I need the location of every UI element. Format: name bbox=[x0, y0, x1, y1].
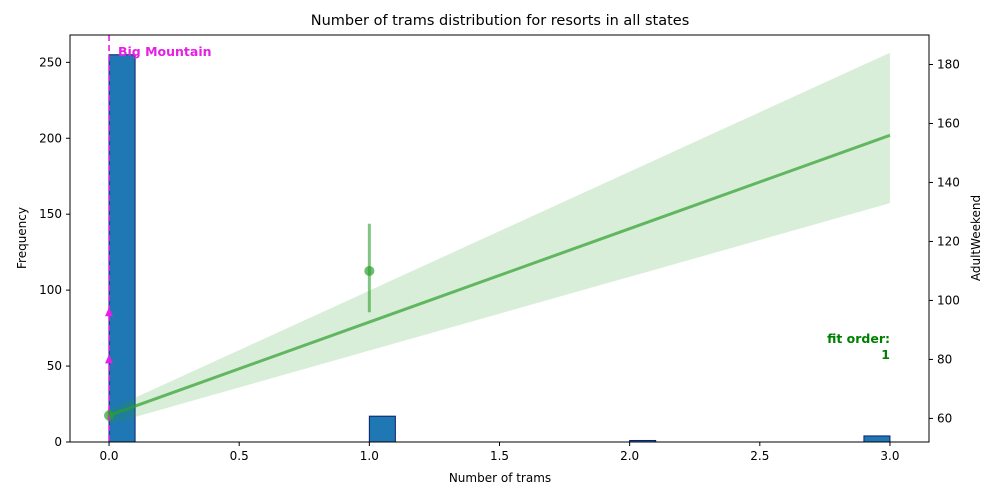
confidence-band bbox=[109, 52, 890, 425]
histogram-bar bbox=[368, 415, 396, 443]
marker-label: Big Mountain bbox=[118, 44, 212, 59]
fit-order-label: fit order: bbox=[827, 331, 890, 346]
y-tick-label: 250 bbox=[39, 55, 62, 69]
y2-axis-label: AdultWeekend bbox=[969, 195, 983, 281]
y2-tick-label: 180 bbox=[937, 57, 960, 71]
regression-line bbox=[108, 133, 891, 417]
x-tick-label: 2.0 bbox=[620, 449, 639, 463]
y2-tick-label: 120 bbox=[937, 234, 960, 248]
x-axis-label: Number of trams bbox=[449, 471, 551, 485]
y-tick-label: 0 bbox=[54, 435, 62, 449]
y2-tick-label: 140 bbox=[937, 175, 960, 189]
x-tick-label: 2.5 bbox=[750, 449, 769, 463]
histogram-bar bbox=[863, 435, 891, 443]
y2-tick-label: 100 bbox=[937, 293, 960, 307]
marker-arrow bbox=[105, 307, 114, 317]
x-tick-label: 1.0 bbox=[360, 449, 379, 463]
y-tick-label: 100 bbox=[39, 283, 62, 297]
y-axis-label: Frequency bbox=[15, 207, 29, 269]
y2-tick-label: 60 bbox=[937, 411, 952, 425]
x-tick-label: 1.5 bbox=[490, 449, 509, 463]
x-tick-label: 3.0 bbox=[880, 449, 899, 463]
y-tick-label: 150 bbox=[39, 207, 62, 221]
y2-tick-label: 80 bbox=[937, 352, 952, 366]
chart-title: Number of trams distribution for resorts… bbox=[311, 13, 690, 29]
plot-area: 0.0 0.5 1.0 1.5 2.0 2.5 3.0 0 50 100 150 200 250 60 80… bbox=[39, 34, 960, 463]
y-tick-label: 200 bbox=[39, 131, 62, 145]
point-estimate bbox=[364, 265, 375, 276]
fit-order-value: 1 bbox=[881, 347, 890, 362]
y2-tick-label: 160 bbox=[937, 116, 960, 130]
marker-arrow bbox=[105, 354, 114, 364]
histogram-bar bbox=[108, 54, 136, 443]
y-tick-label: 50 bbox=[47, 359, 62, 373]
x-tick-label: 0.0 bbox=[99, 449, 118, 463]
x-tick-label: 0.5 bbox=[230, 449, 249, 463]
